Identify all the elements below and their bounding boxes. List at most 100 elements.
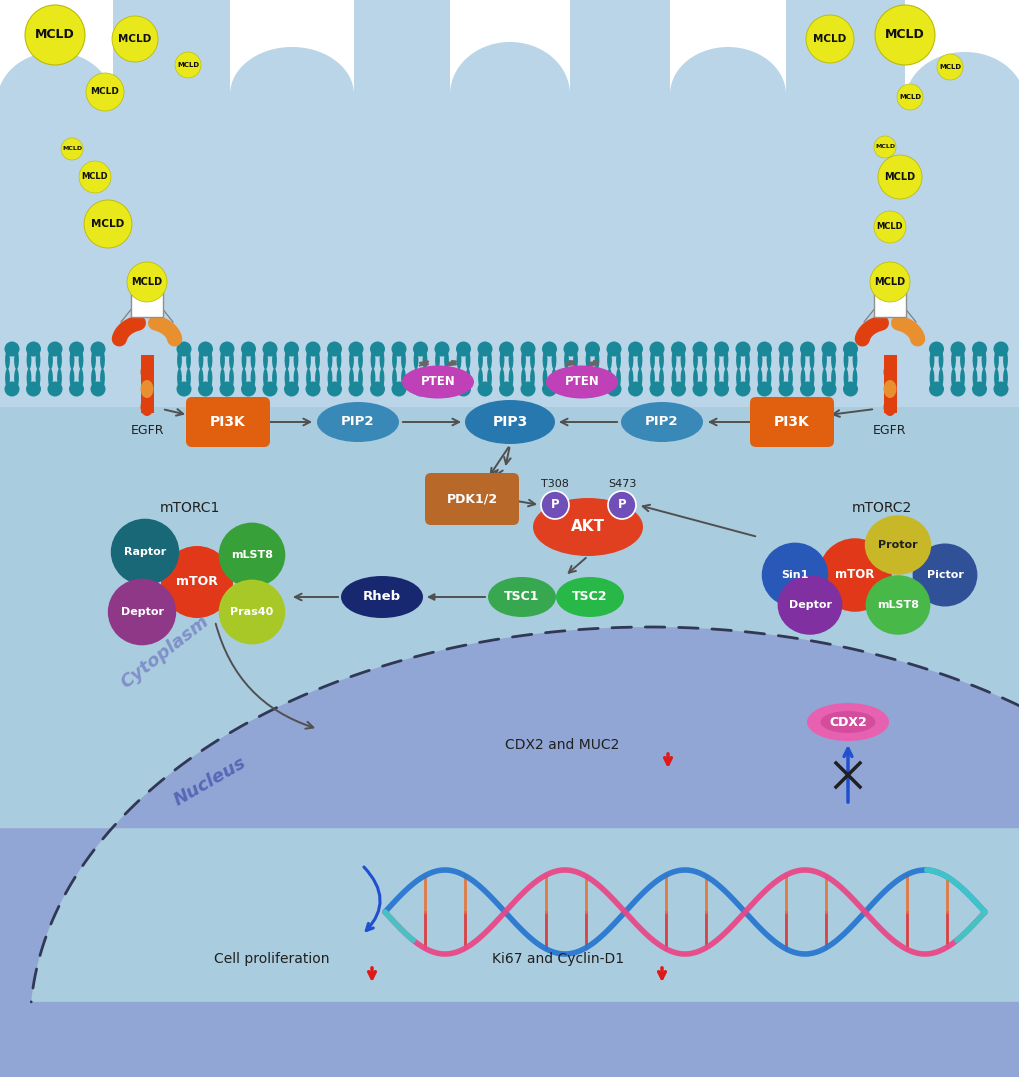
Circle shape: [971, 341, 986, 356]
Text: EGFR: EGFR: [130, 424, 164, 437]
Circle shape: [713, 341, 729, 356]
Circle shape: [606, 341, 621, 356]
Ellipse shape: [478, 368, 482, 388]
Text: mTOR: mTOR: [176, 575, 218, 588]
Ellipse shape: [865, 575, 929, 634]
Ellipse shape: [928, 350, 933, 369]
FancyBboxPatch shape: [130, 291, 163, 317]
Ellipse shape: [263, 368, 268, 388]
Ellipse shape: [821, 350, 826, 369]
Ellipse shape: [594, 368, 599, 388]
Ellipse shape: [658, 350, 663, 369]
Text: mLST8: mLST8: [230, 550, 273, 560]
Text: TSC1: TSC1: [503, 590, 539, 603]
Ellipse shape: [370, 350, 375, 369]
Ellipse shape: [141, 363, 153, 381]
Circle shape: [198, 381, 213, 396]
Circle shape: [671, 341, 686, 356]
Ellipse shape: [649, 350, 654, 369]
Ellipse shape: [972, 368, 976, 388]
Circle shape: [240, 341, 256, 356]
Text: mTOR: mTOR: [835, 569, 874, 582]
Circle shape: [176, 381, 192, 396]
Text: Deptor: Deptor: [120, 607, 163, 617]
Ellipse shape: [776, 575, 842, 634]
Text: S473: S473: [607, 479, 636, 489]
Circle shape: [127, 262, 167, 302]
FancyBboxPatch shape: [0, 0, 1019, 407]
Ellipse shape: [422, 368, 427, 388]
Text: Cell proliferation: Cell proliferation: [214, 952, 329, 966]
Ellipse shape: [542, 350, 547, 369]
Text: Protor: Protor: [877, 540, 917, 550]
Circle shape: [48, 381, 62, 396]
Circle shape: [219, 381, 234, 396]
Ellipse shape: [218, 579, 285, 644]
Ellipse shape: [757, 368, 761, 388]
Ellipse shape: [315, 350, 320, 369]
Ellipse shape: [242, 350, 247, 369]
Ellipse shape: [542, 368, 547, 388]
Circle shape: [756, 341, 771, 356]
Ellipse shape: [218, 522, 285, 587]
Ellipse shape: [391, 368, 396, 388]
Circle shape: [262, 341, 277, 356]
Ellipse shape: [161, 546, 232, 618]
Circle shape: [735, 381, 750, 396]
Ellipse shape: [606, 350, 611, 369]
Ellipse shape: [14, 368, 19, 388]
Ellipse shape: [693, 350, 697, 369]
Text: PIP3: PIP3: [492, 415, 527, 429]
Ellipse shape: [615, 350, 621, 369]
FancyArrow shape: [882, 355, 896, 412]
Circle shape: [756, 381, 771, 396]
Ellipse shape: [508, 368, 513, 388]
Ellipse shape: [26, 368, 32, 388]
Text: T308: T308: [540, 479, 569, 489]
Circle shape: [805, 15, 853, 62]
FancyArrow shape: [141, 355, 153, 412]
Ellipse shape: [284, 368, 289, 388]
Ellipse shape: [545, 365, 618, 398]
Ellipse shape: [306, 368, 311, 388]
Ellipse shape: [185, 368, 191, 388]
Circle shape: [455, 381, 471, 396]
Circle shape: [820, 341, 836, 356]
Circle shape: [971, 381, 986, 396]
Ellipse shape: [830, 368, 836, 388]
Circle shape: [649, 381, 663, 396]
Ellipse shape: [100, 350, 105, 369]
Ellipse shape: [788, 350, 792, 369]
Circle shape: [477, 381, 492, 396]
Ellipse shape: [272, 350, 276, 369]
Text: Raptor: Raptor: [123, 547, 166, 557]
Circle shape: [950, 341, 965, 356]
Ellipse shape: [340, 576, 423, 618]
Ellipse shape: [220, 368, 224, 388]
Circle shape: [198, 341, 213, 356]
Ellipse shape: [57, 350, 62, 369]
Ellipse shape: [108, 578, 176, 645]
Ellipse shape: [36, 350, 41, 369]
Ellipse shape: [714, 350, 718, 369]
Text: CDX2: CDX2: [828, 715, 866, 728]
Ellipse shape: [1002, 350, 1007, 369]
Ellipse shape: [48, 368, 53, 388]
Circle shape: [327, 381, 341, 396]
Text: mTORC2: mTORC2: [851, 501, 911, 515]
Circle shape: [869, 262, 909, 302]
Circle shape: [112, 16, 158, 62]
Ellipse shape: [315, 368, 320, 388]
Text: PI3K: PI3K: [773, 415, 809, 429]
Text: AKT: AKT: [571, 519, 604, 534]
Ellipse shape: [585, 368, 590, 388]
Circle shape: [240, 381, 256, 396]
Ellipse shape: [980, 350, 985, 369]
Circle shape: [950, 381, 965, 396]
Ellipse shape: [443, 368, 448, 388]
Circle shape: [562, 341, 578, 356]
Ellipse shape: [809, 368, 813, 388]
Ellipse shape: [91, 368, 96, 388]
Text: PIP2: PIP2: [645, 416, 678, 429]
Circle shape: [541, 341, 556, 356]
